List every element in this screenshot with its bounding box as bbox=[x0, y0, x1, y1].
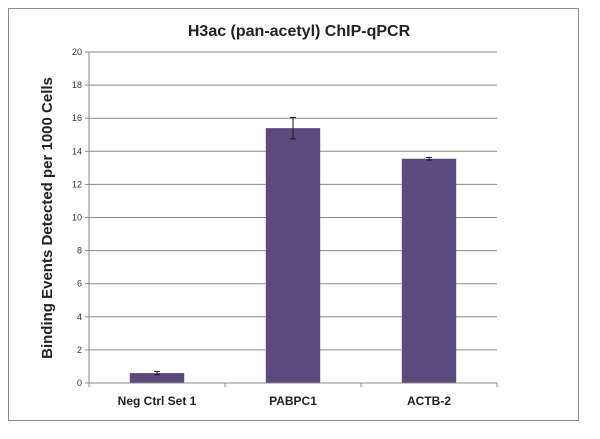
bar-pabpc1 bbox=[265, 128, 321, 383]
x-tick-label: Neg Ctrl Set 1 bbox=[118, 394, 197, 408]
y-tick-label: 4 bbox=[77, 312, 82, 322]
axes bbox=[85, 51, 498, 387]
y-tick-label: 0 bbox=[77, 378, 82, 388]
y-axis-label: Binding Events Detected per 1000 Cells bbox=[39, 77, 56, 359]
error-bars bbox=[154, 116, 432, 376]
x-tick-label: ACTB-2 bbox=[407, 394, 451, 408]
bars bbox=[129, 128, 457, 383]
y-tick-label: 10 bbox=[72, 213, 82, 223]
y-tick-label: 12 bbox=[72, 179, 82, 189]
y-axis-ticks: 0 2 4 6 8 10 12 14 16 18 20 bbox=[72, 47, 82, 388]
bar-actb-2 bbox=[401, 158, 457, 383]
x-tick-label: PABPC1 bbox=[269, 394, 317, 408]
y-tick-label: 6 bbox=[77, 279, 82, 289]
x-axis-ticks: Neg Ctrl Set 1 PABPC1 ACTB-2 bbox=[118, 394, 452, 408]
y-tick-label: 14 bbox=[72, 146, 82, 156]
y-tick-label: 8 bbox=[77, 246, 82, 256]
y-tick-label: 16 bbox=[72, 113, 82, 123]
chart-title: H3ac (pan-acetyl) ChIP-qPCR bbox=[188, 23, 411, 40]
y-tick-label: 20 bbox=[72, 47, 82, 57]
bar-neg-ctrl-set-1 bbox=[129, 373, 185, 383]
y-tick-label: 2 bbox=[77, 345, 82, 355]
y-tick-label: 18 bbox=[72, 80, 82, 90]
